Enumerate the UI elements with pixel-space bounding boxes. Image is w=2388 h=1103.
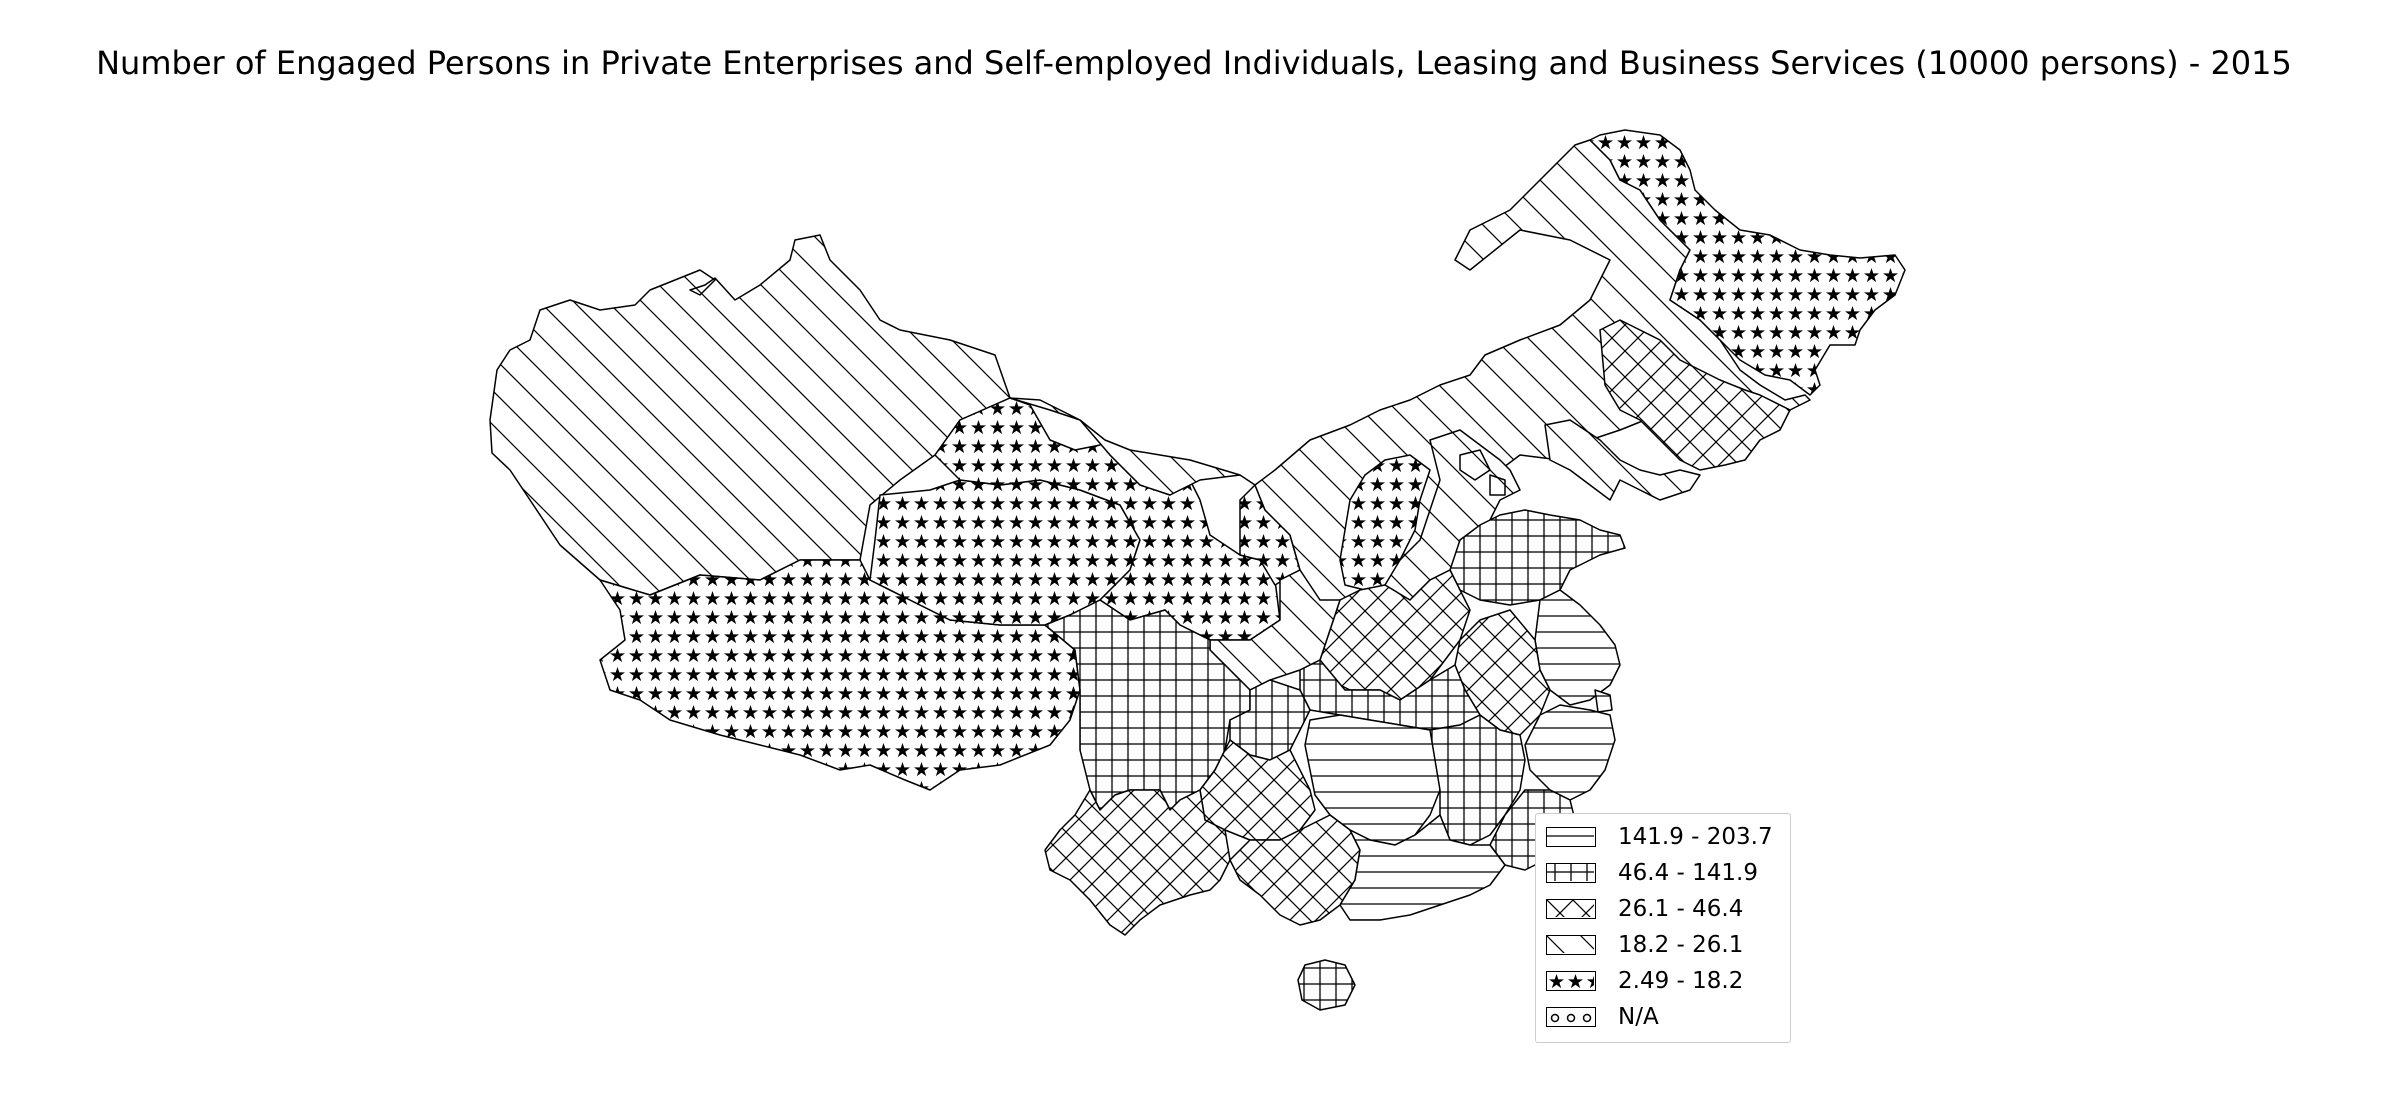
legend-swatch-circles: [1546, 1007, 1596, 1027]
region-liaoning: [1544, 419, 1701, 501]
region-zhejiang: [1524, 704, 1616, 801]
legend-label: 2.49 - 18.2: [1618, 968, 1744, 994]
region-yunnan: [1044, 789, 1231, 936]
region-tibet: [599, 559, 1081, 791]
region-beijing: [1459, 449, 1491, 481]
legend-label: 141.9 - 203.7: [1618, 824, 1773, 850]
legend-item: 26.1 - 46.4: [1546, 894, 1743, 924]
region-guizhou: [1199, 739, 1316, 841]
map-legend: 141.9 - 203.7 46.4 - 141.9 26.1 - 46.4 1…: [1535, 813, 1791, 1043]
legend-swatch-horizontal-lines: [1546, 827, 1596, 847]
region-xinjiang: [489, 234, 1011, 596]
legend-item: 18.2 - 26.1: [1546, 930, 1743, 960]
legend-swatch-grid: [1546, 863, 1596, 883]
region-shanxi: [1339, 454, 1431, 591]
region-shanghai: [1594, 689, 1613, 713]
legend-item: N/A: [1546, 1002, 1659, 1032]
region-heilongjiang: [1589, 129, 1906, 396]
legend-item: 141.9 - 203.7: [1546, 822, 1773, 852]
legend-item: 2.49 - 18.2: [1546, 966, 1743, 996]
legend-label: 18.2 - 26.1: [1618, 932, 1744, 958]
region-tianjin: [1489, 474, 1506, 496]
region-shandong: [1449, 509, 1626, 606]
legend-label: N/A: [1618, 1004, 1659, 1030]
map-title: Number of Engaged Persons in Private Ent…: [96, 44, 2292, 82]
legend-swatch-stars: [1546, 971, 1596, 991]
region-guangdong: [1339, 814, 1506, 921]
legend-label: 26.1 - 46.4: [1618, 896, 1744, 922]
legend-item: 46.4 - 141.9: [1546, 858, 1758, 888]
legend-swatch-crosshatch-diagonal: [1546, 899, 1596, 919]
legend-swatch-backslash-diagonal: [1546, 935, 1596, 955]
legend-label: 46.4 - 141.9: [1618, 860, 1758, 886]
region-jilin: [1599, 319, 1791, 471]
region-hainan: [1297, 959, 1356, 1011]
